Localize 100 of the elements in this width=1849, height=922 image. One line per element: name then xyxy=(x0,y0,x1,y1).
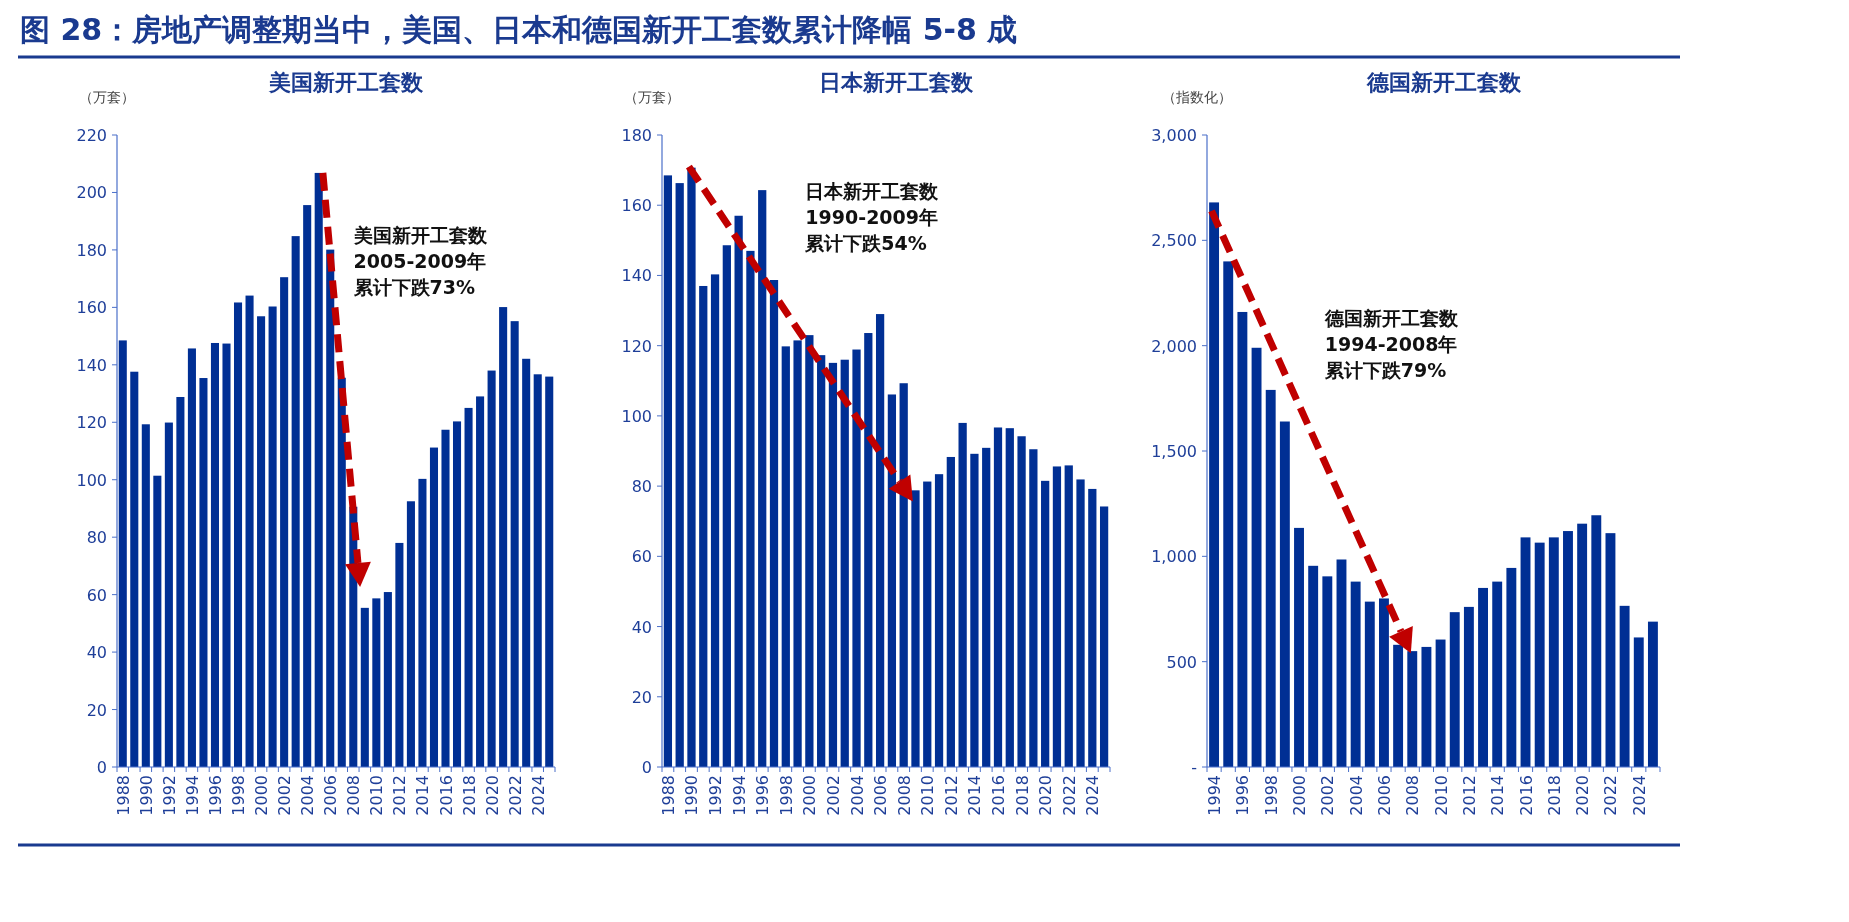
y-axis-title: （万套） xyxy=(624,89,680,105)
y-axis-title: （指数化） xyxy=(1162,89,1232,105)
y-tick-label: 500 xyxy=(1166,652,1197,672)
x-tick-label: 2022 xyxy=(1601,775,1621,816)
bar xyxy=(993,427,1003,767)
bar xyxy=(663,175,673,767)
x-tick-label: 2022 xyxy=(1059,775,1079,816)
bar xyxy=(1336,559,1347,767)
x-tick-label: 2014 xyxy=(413,775,433,816)
annotation: 德国新开工套数 xyxy=(1323,306,1459,329)
x-tick-label: 2002 xyxy=(1318,775,1338,816)
chart-title: 日本新开工套数 xyxy=(819,70,974,95)
y-tick-label: 180 xyxy=(621,126,652,145)
bar xyxy=(372,598,381,767)
bar xyxy=(1005,428,1014,767)
caption: 图 28：房地产调整期当中，美国、日本和德国新开工套数累计降幅 5-8 成 xyxy=(20,12,1018,47)
annotation: 累计下跌79% xyxy=(1323,358,1447,381)
bar xyxy=(781,346,790,767)
annotation: 1990-2009年 xyxy=(805,206,939,229)
bar xyxy=(268,306,277,767)
bar xyxy=(769,280,779,767)
bar xyxy=(817,355,826,767)
bar xyxy=(1605,533,1616,767)
bar xyxy=(675,183,684,767)
x-tick-label: 2024 xyxy=(1083,775,1103,816)
x-tick-label: 2000 xyxy=(800,775,820,816)
x-tick-label: 1990 xyxy=(136,775,156,816)
bar xyxy=(1052,466,1062,767)
annotation: 日本新开工套数 xyxy=(805,180,940,203)
y-tick-label: 120 xyxy=(76,413,107,433)
x-tick-label: 2020 xyxy=(482,775,502,816)
x-tick-label: 2020 xyxy=(1573,775,1593,816)
bar xyxy=(1237,311,1248,767)
bar xyxy=(291,236,300,767)
bar xyxy=(1520,537,1531,767)
y-tick-label: 0 xyxy=(96,758,107,777)
x-tick-label: 2000 xyxy=(252,775,272,816)
bar xyxy=(1633,637,1644,767)
x-tick-label: 2016 xyxy=(989,775,1008,816)
bar xyxy=(1563,531,1573,767)
x-tick-label: 1998 xyxy=(776,775,796,816)
bar xyxy=(176,396,185,767)
bar xyxy=(852,349,861,767)
annotation: 累计下跌73% xyxy=(352,276,475,299)
bar xyxy=(337,377,346,767)
y-tick-label: 40 xyxy=(86,643,107,663)
y-tick-label: 100 xyxy=(621,406,652,426)
bar xyxy=(958,422,967,767)
bar xyxy=(118,340,127,767)
y-tick-label: 3,000 xyxy=(1151,126,1197,145)
x-tick-label: 2014 xyxy=(1488,775,1508,816)
x-tick-label: 2024 xyxy=(1629,775,1649,816)
y-tick-label: 200 xyxy=(76,183,107,203)
bar xyxy=(710,274,720,767)
bar xyxy=(233,302,243,767)
bar xyxy=(395,542,404,767)
x-tick-label: 1998 xyxy=(1261,775,1281,816)
y-tick-label: 160 xyxy=(76,298,107,318)
bar xyxy=(1478,587,1488,767)
y-tick-label: 140 xyxy=(621,266,652,286)
bar xyxy=(1209,202,1220,767)
y-tick-label: 80 xyxy=(631,477,652,497)
bar xyxy=(245,295,254,767)
x-tick-label: 2008 xyxy=(894,775,914,816)
x-tick-label: 2012 xyxy=(1459,775,1479,816)
bar xyxy=(805,335,814,767)
y-tick-label: 60 xyxy=(86,585,107,605)
x-tick-label: 1998 xyxy=(229,775,249,816)
bar xyxy=(864,333,873,767)
bar xyxy=(934,474,944,767)
bar xyxy=(1088,488,1097,767)
bar xyxy=(1534,542,1545,767)
y-tick-label: 120 xyxy=(621,336,652,356)
x-tick-label: 2006 xyxy=(871,775,891,816)
bar xyxy=(326,249,335,767)
y-tick-label: 140 xyxy=(76,355,107,375)
chart-title: 美国新开工套数 xyxy=(268,70,424,95)
y-tick-label: 60 xyxy=(631,547,652,567)
bar xyxy=(199,378,208,767)
x-tick-label: 2002 xyxy=(275,775,295,816)
bar xyxy=(1449,612,1460,767)
x-tick-label: 2020 xyxy=(1036,775,1056,816)
x-tick-label: 1994 xyxy=(182,775,202,816)
bar xyxy=(1279,421,1290,767)
bar xyxy=(1064,465,1073,767)
y-tick-label: 2,500 xyxy=(1151,231,1197,251)
y-tick-label: 20 xyxy=(86,700,107,720)
x-tick-label: 2014 xyxy=(965,775,985,816)
bar xyxy=(722,245,731,767)
bar xyxy=(510,321,519,767)
bar xyxy=(746,250,755,767)
x-tick-label: 1992 xyxy=(159,775,179,816)
y-tick-label: 80 xyxy=(86,528,107,548)
bar xyxy=(1647,621,1658,767)
y-tick-label: - xyxy=(1191,758,1197,777)
bar xyxy=(210,342,220,767)
bar xyxy=(1251,347,1262,767)
bar xyxy=(280,277,289,767)
bar xyxy=(1029,449,1038,767)
bar xyxy=(758,190,767,767)
